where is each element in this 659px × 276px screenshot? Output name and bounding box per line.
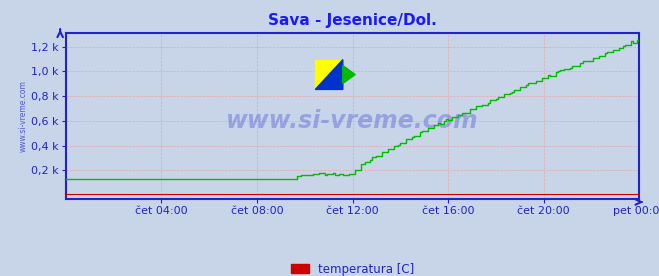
Polygon shape bbox=[343, 66, 355, 83]
Polygon shape bbox=[315, 60, 343, 89]
Title: Sava - Jesenice/Dol.: Sava - Jesenice/Dol. bbox=[268, 13, 437, 28]
Text: www.si-vreme.com: www.si-vreme.com bbox=[18, 80, 28, 152]
Text: www.si-vreme.com: www.si-vreme.com bbox=[226, 109, 479, 133]
Legend: temperatura [C], pretok [m3/s]: temperatura [C], pretok [m3/s] bbox=[291, 263, 415, 276]
Polygon shape bbox=[315, 60, 343, 89]
